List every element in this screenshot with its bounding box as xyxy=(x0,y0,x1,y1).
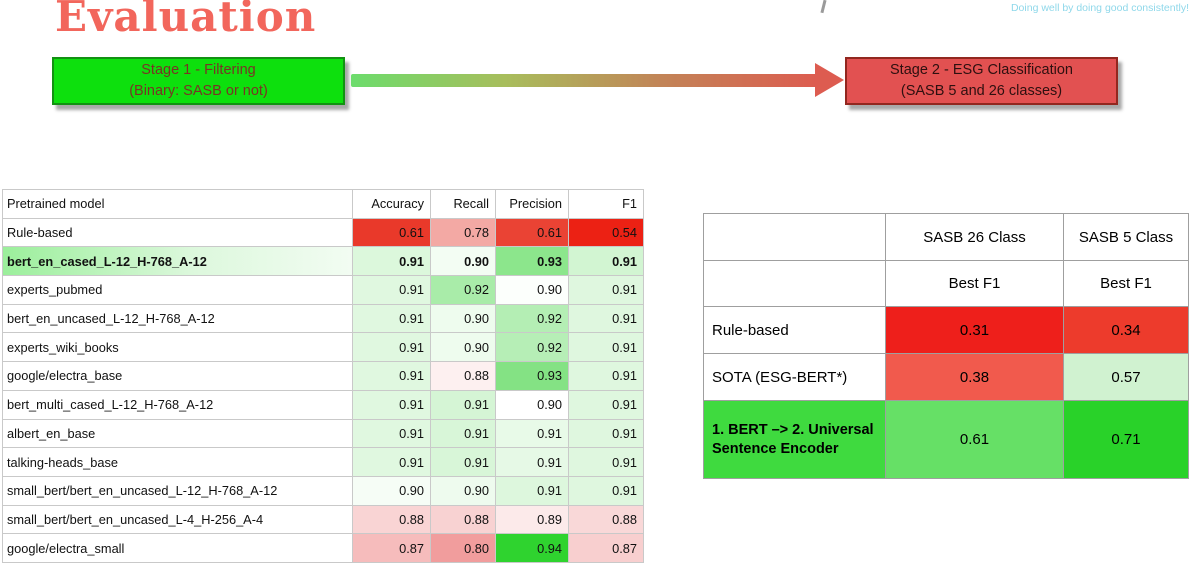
metric-value-cell: 0.91 xyxy=(569,247,644,277)
stage1-line1: Stage 1 - Filtering xyxy=(141,61,256,78)
metric-value-cell: 0.90 xyxy=(496,276,569,305)
model-name-cell: bert_en_uncased_L-12_H-768_A-12 xyxy=(3,304,353,334)
metric-value-cell: 0.80 xyxy=(431,534,496,563)
metric-value-cell: 0.91 xyxy=(431,390,496,420)
metric-value-cell: 0.90 xyxy=(353,476,431,506)
sub-header: Best F1 xyxy=(886,261,1064,307)
model-name-cell: albert_en_base xyxy=(3,419,353,449)
sub-header: Best F1 xyxy=(1064,261,1189,307)
column-header: Recall xyxy=(431,190,496,219)
column-header-model: Pretrained model xyxy=(3,190,353,219)
column-header: F1 xyxy=(569,190,644,219)
model-name-cell: talking-heads_base xyxy=(3,448,353,477)
stage1-box: Stage 1 - Filtering (Binary: SASB or not… xyxy=(52,57,345,105)
metric-value-cell: 0.91 xyxy=(353,333,431,363)
metric-value-cell: 0.91 xyxy=(353,276,431,305)
metric-value-cell: 0.91 xyxy=(569,333,644,363)
metric-value-cell: 0.91 xyxy=(353,304,431,334)
metric-value-cell: 0.91 xyxy=(569,419,644,449)
model-name-cell: Rule-based xyxy=(3,218,353,248)
sasb-classification-summary-table: SASB 26 Class SASB 5 Class Best F1 Best F1 R… xyxy=(703,213,1189,479)
f1-value-cell: 0.61 xyxy=(886,401,1064,479)
model-name-cell: google/electra_small xyxy=(3,534,353,563)
metric-value-cell: 0.92 xyxy=(431,276,496,305)
stage2-line1: Stage 2 - ESG Classification xyxy=(890,61,1073,78)
f1-value-cell: 0.34 xyxy=(1064,307,1189,354)
corner-cell xyxy=(704,214,886,261)
metric-value-cell: 0.78 xyxy=(431,218,496,248)
stage2-box: Stage 2 - ESG Classification (SASB 5 and… xyxy=(845,57,1118,105)
metric-value-cell: 0.91 xyxy=(569,448,644,477)
metric-value-cell: 0.61 xyxy=(496,218,569,248)
stage1-line2: (Binary: SASB or not) xyxy=(129,83,268,99)
metric-value-cell: 0.92 xyxy=(496,304,569,334)
metric-value-cell: 0.90 xyxy=(431,476,496,506)
row-label-cell: 1. BERT –> 2. Universal Sentence Encoder xyxy=(704,401,886,479)
column-header: SASB 26 Class xyxy=(886,214,1064,261)
pipeline-arrow-bar xyxy=(351,74,817,87)
page-title: Evaluation xyxy=(55,0,317,41)
model-name-cell: google/electra_base xyxy=(3,362,353,391)
metric-value-cell: 0.93 xyxy=(496,362,569,391)
column-header: SASB 5 Class xyxy=(1064,214,1189,261)
metric-value-cell: 0.91 xyxy=(496,448,569,477)
pipeline-arrow-head-icon xyxy=(815,63,844,97)
metric-value-cell: 0.88 xyxy=(431,362,496,391)
metric-value-cell: 0.90 xyxy=(431,247,496,277)
metric-value-cell: 0.91 xyxy=(569,304,644,334)
metric-value-cell: 0.91 xyxy=(353,448,431,477)
pretrained-model-metrics-table: Pretrained model Accuracy Recall Precision F… xyxy=(2,189,644,563)
metric-value-cell: 0.91 xyxy=(353,247,431,277)
column-header: Precision xyxy=(496,190,569,219)
f1-value-cell: 0.31 xyxy=(886,307,1064,354)
metric-value-cell: 0.54 xyxy=(569,218,644,248)
stage2-line2: (SASB 5 and 26 classes) xyxy=(900,83,1063,99)
f1-value-cell: 0.38 xyxy=(886,354,1064,401)
metric-value-cell: 0.89 xyxy=(496,505,569,535)
metric-value-cell: 0.91 xyxy=(569,476,644,506)
logo-fragment-icon xyxy=(820,0,827,14)
metric-value-cell: 0.91 xyxy=(496,419,569,449)
row-label-cell: SOTA (ESG-BERT*) xyxy=(704,354,886,401)
row-label-cell: Rule-based xyxy=(704,307,886,354)
model-name-cell: small_bert/bert_en_uncased_L-12_H-768_A-… xyxy=(3,476,353,506)
metric-value-cell: 0.61 xyxy=(353,218,431,248)
metric-value-cell: 0.91 xyxy=(569,276,644,305)
metric-value-cell: 0.93 xyxy=(496,247,569,277)
metric-value-cell: 0.91 xyxy=(353,362,431,391)
metric-value-cell: 0.90 xyxy=(431,304,496,334)
f1-value-cell: 0.71 xyxy=(1064,401,1189,479)
metric-value-cell: 0.91 xyxy=(569,390,644,420)
metric-value-cell: 0.87 xyxy=(569,534,644,563)
metric-value-cell: 0.91 xyxy=(496,476,569,506)
model-name-cell: bert_multi_cased_L-12_H-768_A-12 xyxy=(3,390,353,420)
tagline: Doing well by doing good consistently! xyxy=(1010,2,1189,14)
metric-value-cell: 0.91 xyxy=(569,362,644,391)
metric-value-cell: 0.92 xyxy=(496,333,569,363)
metric-value-cell: 0.90 xyxy=(431,333,496,363)
metric-value-cell: 0.88 xyxy=(431,505,496,535)
corner-cell xyxy=(704,261,886,307)
metric-value-cell: 0.88 xyxy=(353,505,431,535)
metric-value-cell: 0.90 xyxy=(496,390,569,420)
model-name-cell: experts_pubmed xyxy=(3,276,353,305)
model-name-cell: bert_en_cased_L-12_H-768_A-12 xyxy=(3,247,353,277)
metric-value-cell: 0.94 xyxy=(496,534,569,563)
metric-value-cell: 0.91 xyxy=(353,390,431,420)
metric-value-cell: 0.91 xyxy=(353,419,431,449)
model-name-cell: experts_wiki_books xyxy=(3,333,353,363)
metric-value-cell: 0.91 xyxy=(431,419,496,449)
model-name-cell: small_bert/bert_en_uncased_L-4_H-256_A-4 xyxy=(3,505,353,535)
f1-value-cell: 0.57 xyxy=(1064,354,1189,401)
metric-value-cell: 0.87 xyxy=(353,534,431,563)
metric-value-cell: 0.91 xyxy=(431,448,496,477)
metric-value-cell: 0.88 xyxy=(569,505,644,535)
column-header: Accuracy xyxy=(353,190,431,219)
